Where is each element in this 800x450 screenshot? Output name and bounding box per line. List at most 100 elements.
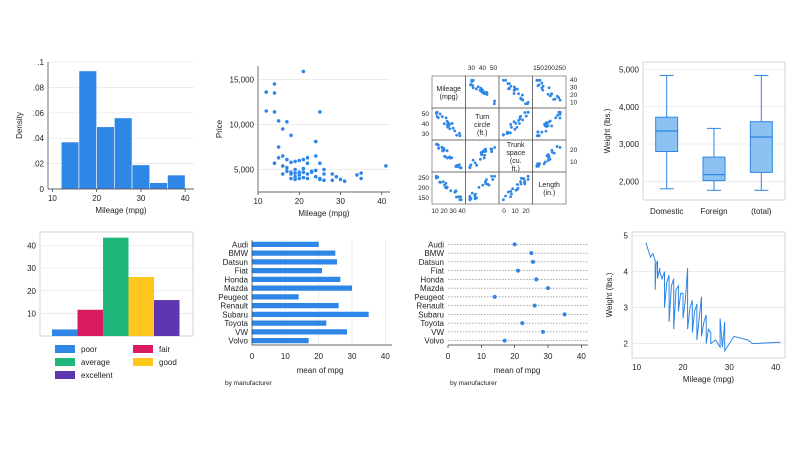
scatter-matrix-tick-label: 40: [570, 77, 578, 84]
scatter-matrix-point: [477, 185, 481, 189]
scatter-matrix-tick-label: 250: [555, 65, 566, 72]
repair-bar-excellent: [154, 300, 180, 336]
price-scatter-point: [276, 145, 281, 149]
mpg-hbar-bar: [252, 294, 299, 300]
weight-box-box: [702, 156, 726, 182]
price-scatter-point: [297, 170, 302, 174]
scatter-matrix-point: [451, 126, 455, 130]
mpg-dot-category-label: Subaru: [418, 310, 444, 319]
price-scatter-point: [276, 156, 281, 160]
mpg-hbar-category-label: Honda: [224, 275, 248, 284]
scatter-matrix-point: [547, 86, 551, 90]
repair-legend-label: poor: [81, 345, 97, 354]
weight-box-y-tick-label: 2,000: [619, 177, 640, 186]
scatter-matrix-point: [526, 102, 529, 106]
scatter-matrix-diag-label: Turn: [475, 114, 489, 121]
mpg-dot-point: [512, 242, 517, 247]
scatter-matrix-point: [469, 83, 473, 87]
histogram-y-tick-label: .04: [33, 134, 45, 143]
price-scatter-point: [297, 158, 302, 163]
price-scatter-point: [272, 82, 277, 86]
histogram-bar: [131, 164, 151, 190]
scatter-matrix-point: [543, 124, 547, 127]
repair-legend-swatch: [55, 345, 75, 353]
scatter-matrix-point: [485, 178, 488, 181]
mpg-dot-x-tick-label: 10: [477, 352, 486, 361]
repair-legend-label: good: [159, 358, 177, 367]
scatter-matrix-point: [517, 92, 520, 96]
price-scatter-point: [285, 169, 289, 174]
price-scatter-point: [297, 173, 302, 177]
scatter-matrix-point: [545, 154, 549, 157]
price-scatter-point: [359, 176, 363, 181]
scatter-matrix-point: [478, 157, 482, 161]
price-scatter-point: [318, 177, 322, 182]
weight-line-series: [645, 242, 781, 353]
mpg-hbar-bar: [252, 276, 341, 282]
weight-line-x-tick-label: 40: [771, 363, 780, 372]
scatter-matrix-point: [440, 115, 444, 119]
mpg-hbar-category-label: Toyota: [224, 319, 248, 328]
scatter-matrix-point: [523, 111, 527, 114]
weight-line-y-tick-label: 5: [624, 232, 629, 241]
scatter-matrix-point: [491, 178, 495, 181]
scatter-matrix-tick-label: 20: [522, 208, 530, 215]
price-scatter-point: [330, 178, 335, 183]
price-scatter-point: [276, 119, 281, 123]
scatter-matrix-point: [521, 118, 525, 122]
mpg-hbar-bar: [252, 320, 327, 326]
histogram-y-tick-label: .02: [33, 160, 45, 169]
scatter-matrix-point: [512, 92, 516, 95]
price-scatter-point: [313, 154, 318, 158]
mpg-hbar-bar: [252, 241, 319, 247]
scatter-matrix-point: [552, 98, 556, 101]
mpg-dot-point: [531, 259, 535, 264]
price-scatter-point: [355, 173, 359, 177]
mpg-hbar-category-label: Datsun: [223, 258, 248, 267]
repair-bar-poor: [52, 329, 78, 336]
scatter-matrix-point: [538, 78, 542, 82]
mpg-dot-x-tick-label: 20: [510, 352, 519, 361]
mpg-dot-point: [541, 329, 545, 334]
weight-line-x-label: Mileage (mpg): [683, 375, 734, 384]
mpg-hbar-category-label: VW: [235, 328, 248, 337]
price-scatter-point: [280, 154, 285, 158]
mpg-hbar-category-label: Peugeot: [218, 293, 249, 302]
weight-box-frame: [642, 61, 786, 201]
price-scatter-point: [305, 172, 310, 176]
scatter-matrix-point: [555, 145, 559, 148]
repair-bar-average: [103, 237, 129, 336]
repair-bars-chart: 10 20 30 40 poor fair average good excellent: [27, 231, 194, 380]
mpg-dot-category-label: Audi: [428, 240, 444, 249]
scatter-matrix-tick-label: 150: [418, 195, 429, 202]
price-scatter-point: [293, 174, 297, 179]
scatter-matrix-point: [506, 190, 510, 194]
histogram-y-tick-label: .06: [33, 109, 45, 118]
mpg-hbar-x-tick-label: 20: [314, 352, 323, 361]
scatter-matrix-point: [554, 116, 558, 120]
scatter-matrix-tick-label: 30: [570, 85, 578, 92]
scatter-matrix-point: [458, 134, 462, 138]
scatter-matrix-point: [443, 154, 446, 158]
scatter-matrix-tick-label: 10: [511, 208, 519, 215]
price-scatter-point: [313, 168, 318, 173]
price-scatter-point: [359, 171, 363, 175]
mpg-dot-category-label: Mazda: [420, 284, 445, 293]
histogram-x-tick-label: 40: [181, 194, 190, 203]
scatter-matrix-point: [509, 195, 512, 199]
scatter-matrix-point: [442, 122, 446, 126]
scatter-matrix-point: [444, 186, 447, 190]
mpg-dot-point: [502, 338, 507, 343]
price-scatter-point: [285, 120, 289, 124]
scatter-matrix-point: [435, 142, 438, 146]
scatter-matrix-point: [443, 183, 446, 187]
scatter-matrix-point: [470, 80, 474, 84]
scatter-matrix-tick-label: 10: [431, 208, 439, 215]
mpg-dot-category-label: Fiat: [431, 267, 445, 276]
histogram-bar: [78, 70, 97, 190]
histogram-bar: [96, 126, 115, 190]
scatter-matrix-point: [501, 133, 505, 137]
scatter-matrix-point: [471, 86, 475, 90]
price-scatter-point: [289, 160, 293, 165]
